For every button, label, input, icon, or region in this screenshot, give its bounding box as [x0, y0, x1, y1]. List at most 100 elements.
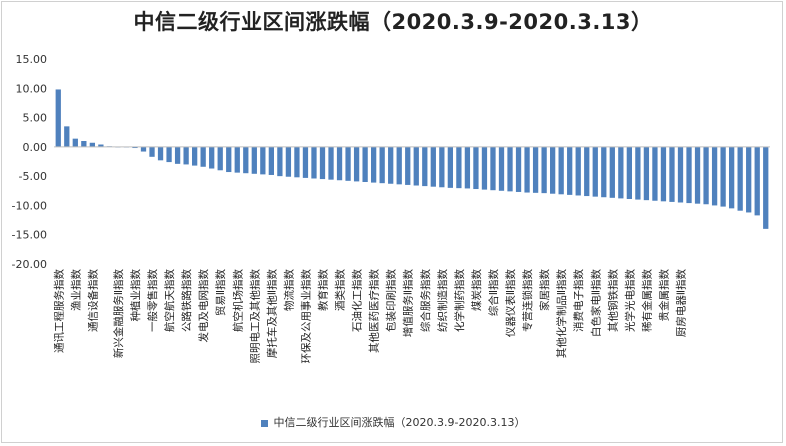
category-label: 包装印刷指数 — [385, 269, 398, 332]
bar — [763, 146, 769, 229]
bar — [72, 138, 78, 147]
bar — [541, 146, 547, 194]
legend-label: 中信二级行业区间涨跌幅（2020.3.9-2020.3.13） — [273, 416, 526, 429]
bar — [294, 146, 300, 178]
bar — [686, 146, 692, 204]
bar — [635, 146, 641, 200]
bar — [388, 146, 394, 184]
bar — [498, 146, 505, 191]
bar — [567, 146, 573, 195]
bar — [200, 146, 206, 167]
bar — [217, 146, 223, 171]
category-label: 照明电工及其他指数 — [248, 269, 261, 364]
bar — [626, 146, 632, 199]
category-label: 新兴金融服务Ⅱ指数 — [112, 269, 125, 359]
bar — [524, 146, 530, 193]
category-label: 其他钢铁指数 — [606, 269, 619, 332]
category-label: 纺织制造指数 — [436, 269, 449, 332]
bar — [89, 142, 95, 147]
bar — [754, 146, 760, 216]
bar — [132, 146, 138, 149]
bar — [98, 144, 104, 147]
category-label: 其他化学制品Ⅱ指数 — [555, 269, 568, 359]
category-label: 渔业指数 — [69, 269, 82, 311]
bar — [481, 146, 488, 190]
category-label: 环保及公用事业指数 — [299, 269, 312, 364]
legend-swatch — [260, 419, 268, 427]
category-label: 贵金属指数 — [657, 269, 670, 322]
bar — [311, 146, 317, 179]
legend: 中信二级行业区间涨跌幅（2020.3.9-2020.3.13） — [0, 414, 786, 430]
bar — [711, 146, 718, 206]
bar — [405, 146, 411, 185]
bar — [652, 146, 658, 201]
bar — [396, 146, 402, 185]
bar — [140, 146, 147, 152]
bar — [720, 146, 726, 207]
bar — [413, 146, 419, 186]
bar — [268, 146, 274, 175]
bar — [285, 146, 292, 177]
y-tick-label: -10.00 — [12, 199, 47, 212]
y-tick-label: 10.00 — [16, 82, 48, 95]
bar — [737, 146, 743, 211]
category-label: 家居指数 — [538, 269, 551, 311]
category-label: 公路铁路指数 — [180, 269, 193, 332]
bar — [660, 146, 667, 202]
category-label: 酒类指数 — [334, 269, 347, 311]
bar — [558, 146, 564, 195]
bar — [302, 146, 309, 178]
bar — [456, 146, 462, 189]
bar — [379, 146, 385, 184]
category-label: 白色家电Ⅱ指数 — [589, 269, 602, 338]
category-label: 光学光电指数 — [623, 269, 636, 332]
bar — [532, 146, 539, 193]
category-label: 贸易Ⅱ指数 — [214, 269, 227, 317]
category-label: 增值服务Ⅱ指数 — [402, 269, 415, 338]
category-label: 化学制药指数 — [453, 269, 466, 332]
category-label: 物流指数 — [282, 269, 295, 311]
bar — [473, 146, 479, 190]
category-label: 通信设备指数 — [86, 269, 99, 332]
category-label: 厨房电器Ⅱ指数 — [675, 269, 688, 338]
bar — [174, 146, 181, 164]
category-label: 一般零售指数 — [146, 269, 159, 332]
bar — [677, 146, 684, 203]
bar — [601, 146, 607, 198]
bar — [746, 146, 752, 213]
bar — [643, 146, 650, 201]
bar — [550, 146, 556, 194]
bar — [729, 146, 735, 209]
bar — [81, 141, 87, 147]
category-label: 航空航天指数 — [163, 269, 176, 332]
bar — [183, 146, 189, 165]
bar — [371, 146, 377, 183]
bar — [422, 146, 428, 187]
bar — [584, 146, 590, 197]
bar — [209, 146, 215, 169]
bar — [319, 146, 326, 180]
category-label: 稀有金属指数 — [640, 269, 653, 332]
y-tick-label: -20.00 — [12, 258, 47, 271]
bar — [362, 146, 368, 182]
bar — [243, 146, 249, 174]
bar — [507, 146, 513, 192]
bar — [575, 146, 581, 196]
bar — [328, 146, 334, 180]
bar — [192, 146, 198, 166]
category-label: 教育指数 — [317, 269, 330, 311]
bar — [609, 146, 615, 198]
bar — [157, 146, 164, 161]
category-label: 石油化工指数 — [351, 269, 364, 332]
bar — [166, 146, 172, 163]
y-tick-label: 15.00 — [16, 53, 48, 66]
y-tick-label: -15.00 — [12, 229, 47, 242]
bar — [260, 146, 266, 175]
y-tick-label: 5.00 — [23, 112, 48, 125]
bar — [55, 89, 61, 147]
bar — [353, 146, 360, 182]
bar — [345, 146, 351, 181]
bar — [149, 146, 155, 157]
